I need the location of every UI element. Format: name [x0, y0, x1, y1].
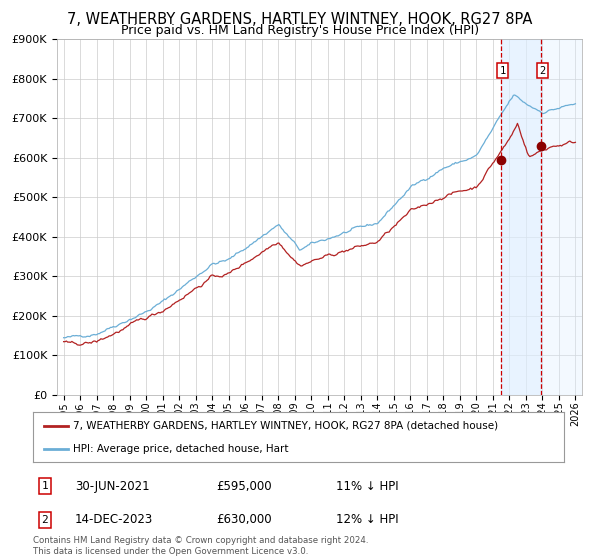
Text: Contains HM Land Registry data © Crown copyright and database right 2024.
This d: Contains HM Land Registry data © Crown c…: [33, 536, 368, 556]
Text: 1: 1: [41, 481, 49, 491]
Bar: [501, 39, 541, 395]
Text: 7, WEATHERBY GARDENS, HARTLEY WINTNEY, HOOK, RG27 8PA: 7, WEATHERBY GARDENS, HARTLEY WINTNEY, H…: [67, 12, 533, 27]
Text: 12% ↓ HPI: 12% ↓ HPI: [336, 513, 398, 526]
Text: £595,000: £595,000: [216, 479, 272, 493]
Text: 2: 2: [539, 66, 546, 76]
Text: 11% ↓ HPI: 11% ↓ HPI: [336, 479, 398, 493]
Text: £630,000: £630,000: [216, 513, 272, 526]
Text: 7, WEATHERBY GARDENS, HARTLEY WINTNEY, HOOK, RG27 8PA (detached house): 7, WEATHERBY GARDENS, HARTLEY WINTNEY, H…: [73, 421, 498, 431]
Text: 1: 1: [500, 66, 506, 76]
Text: Price paid vs. HM Land Registry's House Price Index (HPI): Price paid vs. HM Land Registry's House …: [121, 24, 479, 36]
Bar: [541, 39, 592, 395]
Text: 2: 2: [41, 515, 49, 525]
Text: HPI: Average price, detached house, Hart: HPI: Average price, detached house, Hart: [73, 445, 289, 454]
Text: 14-DEC-2023: 14-DEC-2023: [75, 513, 153, 526]
Text: 30-JUN-2021: 30-JUN-2021: [75, 479, 149, 493]
